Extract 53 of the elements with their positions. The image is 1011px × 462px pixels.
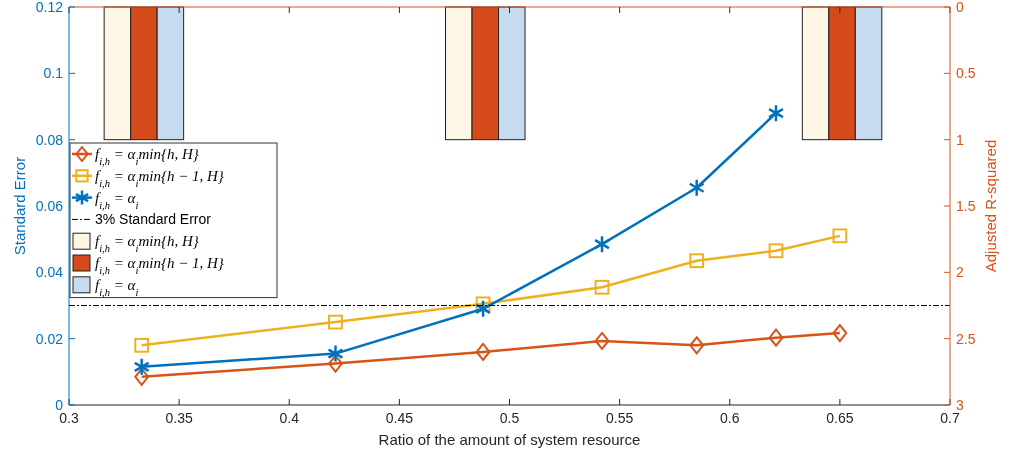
y2-tick-label: 2.5 [956, 330, 976, 347]
point [327, 344, 344, 363]
x-tick-label: 0.3 [59, 410, 79, 426]
point [768, 328, 784, 347]
y2-tick-label: 0 [956, 0, 964, 15]
x-tick-label: 0.35 [165, 410, 193, 426]
x-tick-label: 0.7 [940, 410, 960, 426]
legend-label: 3% Standard Error [95, 211, 212, 228]
point [134, 337, 150, 353]
point [475, 296, 491, 312]
y-tick-label: 0.06 [35, 198, 64, 214]
legend-label: f$_{i,h}$ = α$_{i}$ [95, 189, 139, 211]
legend-label: f$_{i,h}$ = α$_{i}$min{h, H} [95, 233, 199, 254]
y2-tick-label: 1 [956, 131, 964, 148]
y-tick-label: 0 [55, 397, 64, 413]
x-tick-label: 0.6 [720, 410, 740, 426]
point [689, 253, 705, 269]
legend-label: f$_{i,h}$ = α$_{i}$min{h − 1, H} [95, 167, 224, 189]
point [475, 342, 491, 361]
x-tick-label: 0.45 [385, 410, 414, 426]
y2-tick-label: 1.5 [956, 198, 976, 214]
x-tick-label: 0.55 [606, 410, 634, 426]
y-tick-label: 0.12 [35, 0, 64, 15]
y-tick-label: 0.1 [43, 65, 64, 82]
point [767, 103, 785, 123]
point [328, 354, 343, 373]
x-tick-label: 0.5 [499, 410, 520, 426]
legend-label: f$_{i,h}$ = α$_{i}$min{h − 1, H} [95, 255, 224, 276]
y-tick-label: 0.02 [35, 330, 64, 347]
y2-tick-label: 0.5 [956, 65, 976, 82]
point [133, 357, 150, 377]
legend-label: f$_{i,h}$ = α$_{i}$min{h, H} [95, 146, 199, 167]
y2-axis-title: Adjusted R-squared [982, 139, 999, 273]
point [832, 228, 848, 244]
y-tick-label: 0.08 [35, 131, 64, 148]
legend-label: f$_{i,h}$ = α$_{i}$ [95, 276, 139, 298]
point [593, 234, 611, 254]
point [594, 331, 610, 350]
point [594, 279, 610, 295]
point [134, 367, 150, 386]
point [832, 324, 848, 343]
point [328, 314, 343, 330]
x-axis-title: Ratio of the amount of system resource [378, 431, 641, 448]
point [689, 336, 705, 355]
x-tick-label: 0.4 [279, 410, 300, 426]
point [474, 299, 492, 319]
y-tick-label: 0.04 [35, 264, 64, 281]
point [688, 178, 705, 198]
point [768, 243, 784, 259]
y-axis-title: Standard Error [11, 156, 28, 256]
y2-tick-label: 3 [956, 397, 964, 413]
x-tick-label: 0.65 [826, 410, 854, 426]
y2-tick-label: 2 [956, 264, 964, 281]
